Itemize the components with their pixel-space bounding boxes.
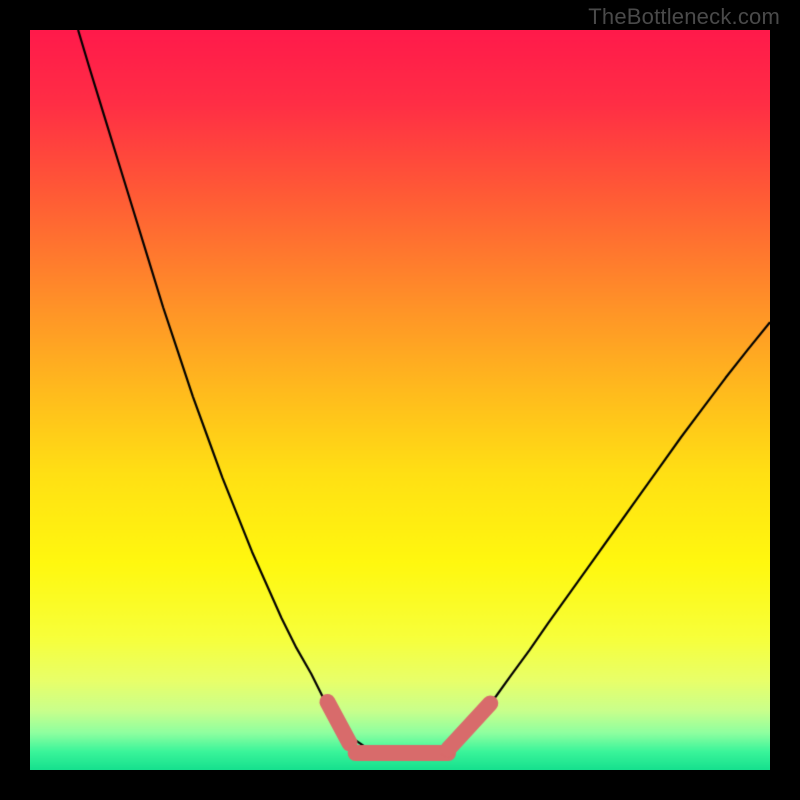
bottleneck-curve: [30, 30, 770, 770]
watermark-text: TheBottleneck.com: [588, 4, 780, 30]
chart-frame: [30, 30, 770, 770]
